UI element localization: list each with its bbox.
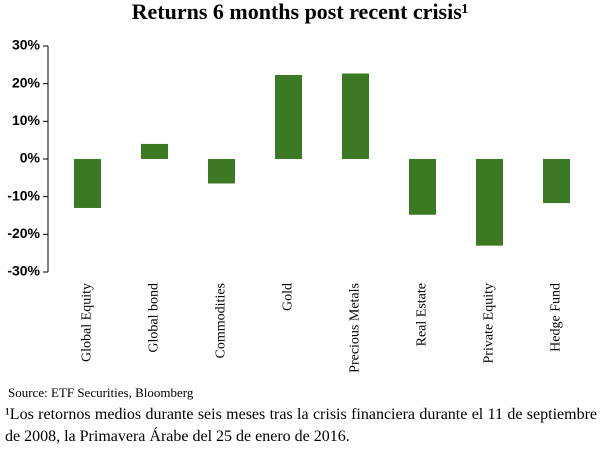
bar (74, 159, 101, 208)
y-tick-label: -10% (7, 187, 40, 203)
y-tick-label: 30% (12, 37, 41, 53)
bar (409, 159, 436, 215)
x-tick-label: Gold (281, 283, 296, 311)
x-tick-label: Global Equity (80, 283, 95, 362)
chart: Returns 6 months post recent crisis¹ -30… (7, 0, 570, 373)
bar (208, 159, 235, 184)
x-tick-label: Commodities (214, 283, 229, 358)
y-tick-label: -30% (7, 263, 40, 279)
y-tick-label: 10% (12, 112, 41, 128)
y-tick-label: 20% (12, 74, 41, 90)
x-tick-label: Real Estate (415, 283, 430, 346)
x-tick-label: Hedge Fund (549, 283, 564, 352)
bar (275, 75, 302, 159)
bar (342, 73, 369, 159)
footnote: ¹Los retornos medios durante seis meses … (5, 406, 597, 445)
x-tick-label: Precious Metals (348, 283, 363, 373)
bar (543, 159, 570, 204)
source: Source: ETF Securities, Bloomberg (8, 385, 194, 400)
y-tick-label: 0% (20, 150, 41, 166)
x-tick-label: Global bond (147, 283, 162, 353)
bar (141, 143, 168, 159)
y-tick-label: -20% (7, 225, 40, 241)
x-tick-label: Private Equity (482, 283, 497, 364)
chart-title: Returns 6 months post recent crisis¹ (132, 0, 469, 24)
bar (476, 159, 503, 246)
